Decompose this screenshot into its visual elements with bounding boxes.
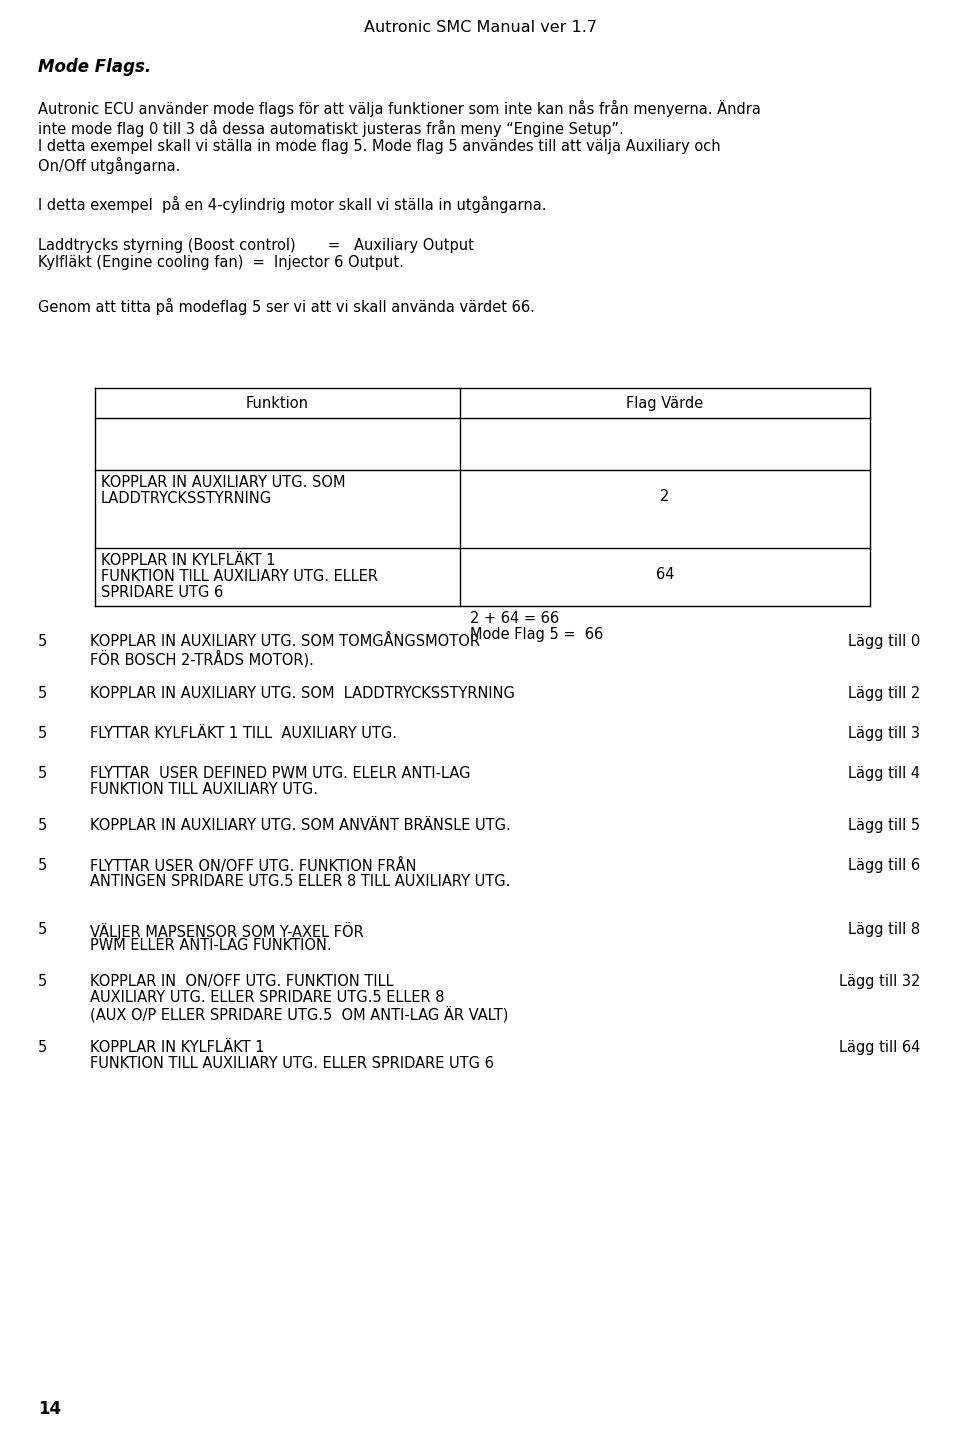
Text: VÄLJER MAPSENSOR SOM Y-AXEL FÖR: VÄLJER MAPSENSOR SOM Y-AXEL FÖR [90, 922, 364, 939]
Text: FLYTTAR  USER DEFINED PWM UTG. ELELR ANTI-LAG: FLYTTAR USER DEFINED PWM UTG. ELELR ANTI… [90, 766, 470, 780]
Text: FÖR BOSCH 2-TRÅDS MOTOR).: FÖR BOSCH 2-TRÅDS MOTOR). [90, 650, 314, 667]
Text: 5: 5 [38, 686, 47, 702]
Text: Mode Flags.: Mode Flags. [38, 59, 152, 76]
Text: 5: 5 [38, 1040, 47, 1055]
Text: Lägg till 4: Lägg till 4 [848, 766, 920, 780]
Text: Lägg till 5: Lägg till 5 [848, 818, 920, 833]
Text: Genom att titta på modeflag 5 ser vi att vi skall använda värdet 66.: Genom att titta på modeflag 5 ser vi att… [38, 298, 535, 315]
Text: FLYTTAR USER ON/OFF UTG. FUNKTION FRÅN: FLYTTAR USER ON/OFF UTG. FUNKTION FRÅN [90, 858, 417, 874]
Text: Funktion: Funktion [246, 397, 309, 411]
Text: LADDTRYCKSSTYRNING: LADDTRYCKSSTYRNING [101, 491, 272, 505]
Text: 2 + 64 = 66: 2 + 64 = 66 [470, 611, 559, 626]
Text: KOPPLAR IN AUXILIARY UTG. SOM ANVÄNT BRÄNSLE UTG.: KOPPLAR IN AUXILIARY UTG. SOM ANVÄNT BRÄ… [90, 818, 511, 833]
Text: Lägg till 3: Lägg till 3 [848, 726, 920, 740]
Text: KOPPLAR IN KYLFLÄKT 1: KOPPLAR IN KYLFLÄKT 1 [90, 1040, 265, 1055]
Text: Lägg till 32: Lägg till 32 [839, 974, 920, 990]
Text: 5: 5 [38, 726, 47, 740]
Text: 14: 14 [38, 1400, 61, 1418]
Text: 2: 2 [660, 488, 670, 504]
Text: Lägg till 64: Lägg till 64 [839, 1040, 920, 1055]
Text: Laddtrycks styrning (Boost control)       =   Auxiliary Output: Laddtrycks styrning (Boost control) = Au… [38, 238, 474, 253]
Text: KOPPLAR IN KYLFLÄKT 1: KOPPLAR IN KYLFLÄKT 1 [101, 553, 276, 569]
Text: KOPPLAR IN AUXILIARY UTG. SOM TOMGÅNGSMOTOR: KOPPLAR IN AUXILIARY UTG. SOM TOMGÅNGSMO… [90, 634, 480, 649]
Text: Mode Flag 5 =  66: Mode Flag 5 = 66 [470, 627, 603, 642]
Text: FUNKTION TILL AUXILIARY UTG. ELLER SPRIDARE UTG 6: FUNKTION TILL AUXILIARY UTG. ELLER SPRID… [90, 1055, 493, 1071]
Text: FLYTTAR KYLFLÄKT 1 TILL  AUXILIARY UTG.: FLYTTAR KYLFLÄKT 1 TILL AUXILIARY UTG. [90, 726, 397, 740]
Text: SPRIDARE UTG 6: SPRIDARE UTG 6 [101, 586, 224, 600]
Text: Lägg till 2: Lägg till 2 [848, 686, 920, 702]
Text: PWM ELLER ANTI-LAG FUNKTION.: PWM ELLER ANTI-LAG FUNKTION. [90, 938, 331, 954]
Text: 5: 5 [38, 922, 47, 937]
Text: 5: 5 [38, 858, 47, 874]
Text: Lägg till 0: Lägg till 0 [848, 634, 920, 649]
Text: Autronic SMC Manual ver 1.7: Autronic SMC Manual ver 1.7 [364, 20, 596, 34]
Text: AUXILIARY UTG. ELLER SPRIDARE UTG.5 ELLER 8: AUXILIARY UTG. ELLER SPRIDARE UTG.5 ELLE… [90, 990, 444, 1005]
Text: KOPPLAR IN AUXILIARY UTG. SOM  LADDTRYCKSSTYRNING: KOPPLAR IN AUXILIARY UTG. SOM LADDTRYCKS… [90, 686, 515, 702]
Text: KOPPLAR IN  ON/OFF UTG. FUNKTION TILL: KOPPLAR IN ON/OFF UTG. FUNKTION TILL [90, 974, 394, 990]
Text: 5: 5 [38, 818, 47, 833]
Text: 64: 64 [656, 567, 674, 581]
Text: KOPPLAR IN AUXILIARY UTG. SOM: KOPPLAR IN AUXILIARY UTG. SOM [101, 475, 346, 490]
Text: FUNKTION TILL AUXILIARY UTG.: FUNKTION TILL AUXILIARY UTG. [90, 782, 318, 798]
Text: Kylfläkt (Engine cooling fan)  =  Injector 6 Output.: Kylfläkt (Engine cooling fan) = Injector… [38, 255, 404, 271]
Text: Autronic ECU använder mode flags för att välja funktioner som inte kan nås från : Autronic ECU använder mode flags för att… [38, 100, 761, 175]
Text: Flag Värde: Flag Värde [626, 397, 704, 411]
Text: 5: 5 [38, 766, 47, 780]
Text: 5: 5 [38, 634, 47, 649]
Text: I detta exempel  på en 4-cylindrig motor skall vi ställa in utgångarna.: I detta exempel på en 4-cylindrig motor … [38, 196, 546, 213]
Text: Lägg till 6: Lägg till 6 [848, 858, 920, 874]
Text: FUNKTION TILL AUXILIARY UTG. ELLER: FUNKTION TILL AUXILIARY UTG. ELLER [101, 569, 378, 584]
Text: (AUX O/P ELLER SPRIDARE UTG.5  OM ANTI-LAG ÄR VALT): (AUX O/P ELLER SPRIDARE UTG.5 OM ANTI-LA… [90, 1007, 509, 1022]
Text: ANTINGEN SPRIDARE UTG.5 ELLER 8 TILL AUXILIARY UTG.: ANTINGEN SPRIDARE UTG.5 ELLER 8 TILL AUX… [90, 874, 511, 889]
Text: Lägg till 8: Lägg till 8 [848, 922, 920, 937]
Text: 5: 5 [38, 974, 47, 990]
